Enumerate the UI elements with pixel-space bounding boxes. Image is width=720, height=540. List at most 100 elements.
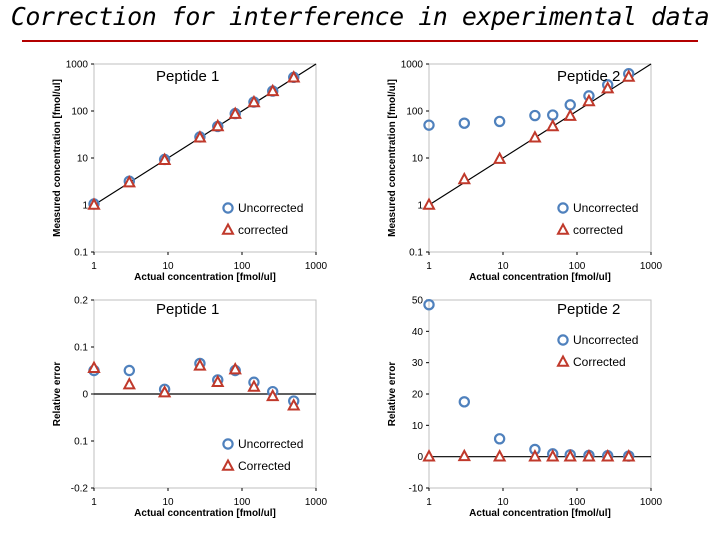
point-corrected bbox=[247, 379, 261, 392]
legend-label-corrected: Corrected bbox=[238, 459, 291, 473]
x-tick-label: 10 bbox=[162, 261, 174, 272]
legend: Uncorrected Corrected bbox=[221, 437, 303, 473]
x-tick-label: 100 bbox=[234, 261, 251, 272]
x-tick-label: 10 bbox=[497, 261, 509, 272]
panel-title: Peptide 1 bbox=[156, 68, 219, 85]
legend-marker-uncorrected bbox=[557, 202, 569, 214]
point-corrected bbox=[622, 449, 636, 462]
legend-marker-uncorrected bbox=[557, 334, 569, 346]
y-tick-label: 40 bbox=[412, 327, 424, 338]
point-uncorrected bbox=[423, 299, 435, 311]
legend-label-corrected: Corrected bbox=[573, 355, 626, 369]
legend: Uncorrected corrected bbox=[556, 201, 638, 237]
point-corrected bbox=[528, 449, 542, 462]
y-tick-label: 1 bbox=[417, 201, 423, 212]
point-uncorrected bbox=[458, 396, 471, 408]
x-axis-label: Actual concentration [fmol/ul] bbox=[134, 272, 276, 283]
point-corrected bbox=[211, 374, 225, 388]
x-tick-label: 1000 bbox=[305, 261, 328, 272]
x-tick-label: 100 bbox=[569, 497, 586, 508]
y-tick-label: 0.1 bbox=[74, 248, 88, 259]
point-corrected bbox=[422, 197, 436, 210]
point-corrected bbox=[546, 118, 560, 132]
x-tick-label: 1 bbox=[91, 497, 97, 508]
x-tick-label: 100 bbox=[569, 261, 586, 272]
y-axis-label: Measured concentration [fmol/ul] bbox=[52, 79, 63, 237]
point-corrected bbox=[563, 449, 577, 462]
point-uncorrected bbox=[493, 433, 506, 445]
legend-marker-corrected bbox=[221, 222, 235, 235]
point-corrected bbox=[157, 152, 172, 165]
point-corrected bbox=[193, 130, 207, 143]
point-corrected bbox=[546, 449, 560, 462]
legend-marker-corrected bbox=[556, 222, 570, 235]
y-tick-label: 10 bbox=[412, 421, 424, 432]
title-rule bbox=[22, 40, 698, 42]
legend-label-corrected: corrected bbox=[238, 223, 288, 237]
slide-title: Correction for interference in experimen… bbox=[10, 2, 710, 31]
y-tick-label: 0 bbox=[82, 390, 88, 401]
point-uncorrected bbox=[423, 119, 435, 131]
point-corrected bbox=[266, 83, 280, 97]
point-corrected bbox=[457, 448, 471, 462]
point-corrected bbox=[211, 118, 225, 132]
point-corrected bbox=[122, 174, 136, 188]
point-corrected bbox=[582, 93, 596, 107]
point-corrected bbox=[193, 358, 207, 371]
y-tick-label: 100 bbox=[406, 107, 423, 118]
point-corrected bbox=[422, 449, 436, 462]
point-corrected bbox=[266, 388, 280, 402]
point-corrected bbox=[287, 398, 301, 411]
y-tick-label: 0.2 bbox=[74, 296, 88, 307]
legend-label-uncorrected: Uncorrected bbox=[573, 333, 638, 347]
point-corrected bbox=[622, 69, 636, 82]
point-corrected bbox=[87, 360, 101, 373]
x-tick-label: 1000 bbox=[305, 497, 328, 508]
point-corrected bbox=[582, 449, 596, 462]
y-tick-label: -10 bbox=[409, 484, 424, 495]
y-tick-label: 1000 bbox=[401, 60, 424, 71]
panel-title: Peptide 1 bbox=[156, 301, 219, 318]
x-tick-label: 1 bbox=[426, 261, 432, 272]
x-tick-label: 10 bbox=[162, 497, 174, 508]
y-tick-label: 30 bbox=[412, 358, 424, 369]
series-corrected bbox=[87, 358, 301, 411]
y-tick-label: 1 bbox=[82, 201, 88, 212]
point-corrected bbox=[601, 80, 615, 94]
x-axis-label: Actual concentration [fmol/ul] bbox=[469, 508, 611, 519]
legend-marker-uncorrected bbox=[222, 438, 234, 450]
y-tick-label: 0.1 bbox=[74, 437, 88, 448]
legend-label-corrected: corrected bbox=[573, 223, 623, 237]
x-tick-label: 100 bbox=[234, 497, 251, 508]
point-uncorrected bbox=[458, 117, 471, 129]
y-tick-label: 0.1 bbox=[74, 343, 88, 354]
legend-marker-corrected bbox=[556, 354, 570, 367]
panel-title: Peptide 2 bbox=[557, 301, 620, 318]
point-corrected bbox=[457, 171, 471, 185]
x-tick-label: 1000 bbox=[640, 497, 663, 508]
x-tick-label: 1 bbox=[91, 261, 97, 272]
y-tick-label: 20 bbox=[412, 390, 424, 401]
point-corrected bbox=[492, 151, 507, 164]
y-tick-label: 50 bbox=[412, 296, 424, 307]
x-axis-label: Actual concentration [fmol/ul] bbox=[469, 272, 611, 283]
legend-marker-corrected bbox=[221, 458, 235, 471]
point-corrected bbox=[287, 70, 301, 83]
x-axis-label: Actual concentration [fmol/ul] bbox=[134, 508, 276, 519]
series-corrected bbox=[422, 448, 636, 462]
y-tick-label: 10 bbox=[412, 154, 424, 165]
series-corrected bbox=[87, 70, 301, 210]
y-tick-label: -0.2 bbox=[71, 484, 89, 495]
y-tick-label: 0.1 bbox=[409, 248, 423, 259]
chart-peptide2-relative-error: -10 0 10 20 30 40 50 1 10 100 1000 Actual concentra… bbox=[387, 296, 663, 520]
legend-marker-uncorrected bbox=[222, 202, 234, 214]
y-axis-label: Relative error bbox=[52, 362, 63, 427]
point-uncorrected bbox=[123, 364, 136, 377]
y-axis-label: Measured concentration [fmol/ul] bbox=[387, 79, 398, 237]
point-corrected bbox=[528, 130, 542, 143]
point-corrected bbox=[247, 94, 261, 108]
point-uncorrected bbox=[529, 109, 541, 122]
legend-label-uncorrected: Uncorrected bbox=[238, 201, 303, 215]
